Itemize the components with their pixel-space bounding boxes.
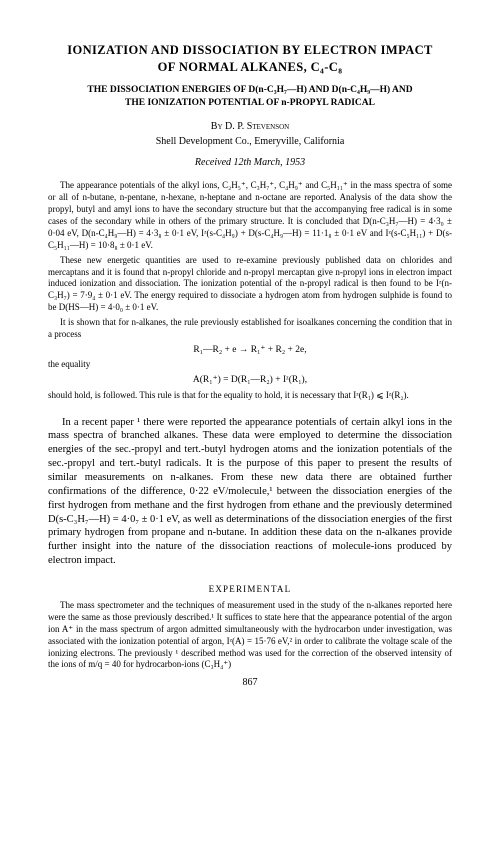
abstract-para-1: The appearance potentials of the alkyl i…: [48, 180, 452, 251]
body-para-1: In a recent paper ¹ there were reported …: [48, 416, 452, 568]
abstract-para-5: should hold, is followed. This rule is t…: [48, 390, 452, 402]
equation-1: R₁—R₂ + e → R₁⁺ + R₂ + 2e,: [48, 344, 452, 357]
subtitle-line-1: THE DISSOCIATION ENERGIES OF D(n-C₃H₇—H)…: [87, 85, 412, 95]
received-date: Received 12th March, 1953: [48, 157, 452, 168]
author-byline: By D. P. Stevenson: [48, 121, 452, 132]
experimental-text: The mass spectrometer and the techniques…: [48, 600, 452, 671]
equation-2: A(R₁⁺) = D(R₁—R₂) + Iᶻ(R₁),: [48, 374, 452, 387]
abstract-para-4: the equality: [48, 359, 452, 371]
affiliation: Shell Development Co., Emeryville, Calif…: [48, 136, 452, 147]
paper-subtitle: THE DISSOCIATION ENERGIES OF D(n-C₃H₇—H)…: [48, 84, 452, 110]
body-text: In a recent paper ¹ there were reported …: [48, 416, 452, 568]
abstract-para-3: It is shown that for n-alkanes, the rule…: [48, 317, 452, 341]
author-name: By D. P. Stevenson: [211, 121, 289, 132]
abstract-para-2: These new energetic quantities are used …: [48, 255, 452, 314]
paper-title: IONIZATION AND DISSOCIATION BY ELECTRON …: [48, 42, 452, 76]
experimental-para-1: The mass spectrometer and the techniques…: [48, 600, 452, 671]
title-line-1: IONIZATION AND DISSOCIATION BY ELECTRON …: [67, 43, 433, 57]
page: IONIZATION AND DISSOCIATION BY ELECTRON …: [0, 0, 500, 708]
page-number: 867: [48, 677, 452, 688]
subtitle-line-2: THE IONIZATION POTENTIAL OF n-PROPYL RAD…: [125, 98, 375, 108]
title-line-2: OF NORMAL ALKANES, C₄-C₈: [158, 60, 343, 74]
section-heading-experimental: EXPERIMENTAL: [48, 584, 452, 594]
abstract: The appearance potentials of the alkyl i…: [48, 180, 452, 401]
